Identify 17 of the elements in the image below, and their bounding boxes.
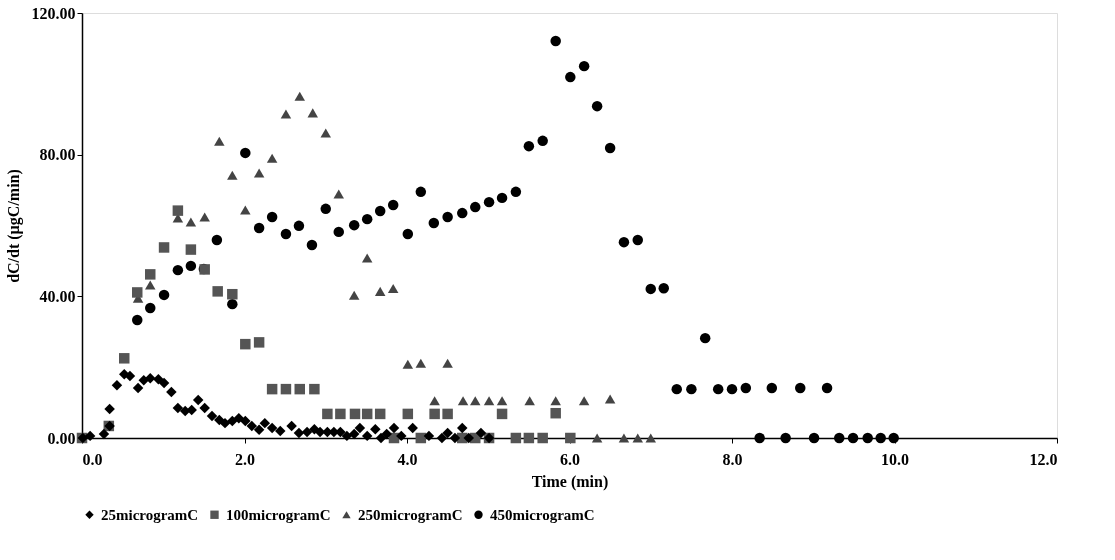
y-axis-title: dC/dt (µgC/min) <box>4 169 23 283</box>
x-tick-label: 8.0 <box>722 450 743 468</box>
x-axis-title: Time (min) <box>531 472 609 491</box>
legend-label: 450microgramC <box>490 506 595 523</box>
legend-label: 100microgramC <box>226 506 331 523</box>
x-tick-label: 2.0 <box>235 450 255 468</box>
x-tick-label: 0.0 <box>82 450 103 468</box>
x-tick-label: 6.0 <box>560 450 580 468</box>
y-tick-label: 40.00 <box>39 287 76 305</box>
legend-label: 250microgramC <box>358 506 463 523</box>
y-tick-label: 80.00 <box>39 146 76 164</box>
x-tick-label: 12.0 <box>1029 450 1058 468</box>
x-tick-label: 4.0 <box>397 450 418 468</box>
legend-label: 25microgramC <box>101 506 199 523</box>
y-tick-label: 120.00 <box>31 4 76 22</box>
y-tick-label: 0.00 <box>47 429 76 447</box>
x-tick-label: 10.0 <box>881 450 909 468</box>
